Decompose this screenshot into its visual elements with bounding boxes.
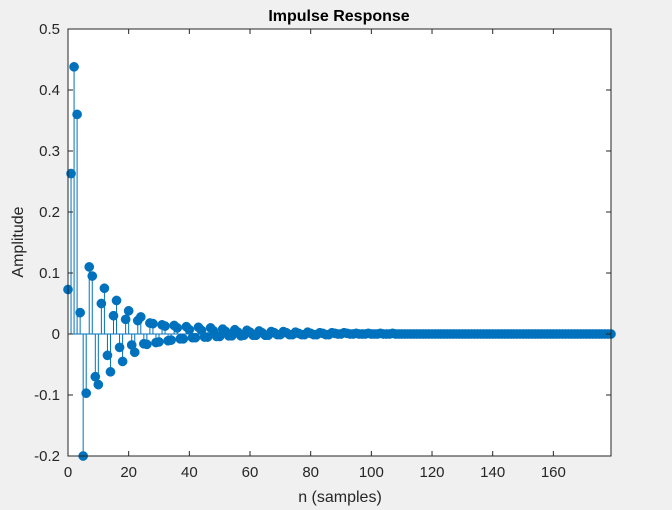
stem-marker (75, 307, 85, 318)
stem-marker (154, 337, 164, 347)
stem-marker (96, 298, 107, 309)
x-tick-label: 120 (420, 464, 445, 481)
stem-marker (123, 305, 134, 316)
stem-marker (117, 356, 128, 367)
axes-box (67, 28, 612, 457)
stem-marker (129, 347, 140, 358)
stem-marker (190, 332, 201, 343)
y-tick-label: 0.2 (39, 204, 60, 221)
stem-marker (160, 321, 170, 331)
x-tick-label: 0 (64, 464, 72, 481)
x-tick-label: 60 (242, 464, 259, 481)
y-tick-label: 0 (52, 326, 60, 343)
y-tick-label: 0.1 (39, 265, 60, 282)
stem-marker (102, 350, 113, 361)
chart-title: Impulse Response (268, 8, 409, 25)
plot-area (68, 29, 611, 456)
stem-marker (178, 334, 189, 344)
x-tick-label: 160 (541, 464, 566, 481)
stem-marker (108, 310, 119, 321)
axes: 0 20 40 60 80 100 120 140 160 -0.2 -0.1 0 0.1 0.2 0.3 0… (34, 21, 611, 481)
x-tick-label: 100 (359, 464, 384, 481)
stem-marker (84, 262, 95, 272)
stem-marker (66, 168, 76, 179)
y-tick-label: 0.5 (39, 21, 60, 38)
stem-marker (120, 314, 131, 325)
stem-marker (135, 312, 146, 322)
y-tick-label: 0.3 (39, 143, 60, 160)
stem-marker (72, 109, 82, 120)
stem-marker (114, 342, 125, 353)
stem-marker (87, 271, 98, 281)
y-tick-label: 0.4 (39, 82, 60, 99)
x-tick-label: 40 (181, 464, 198, 481)
y-tick-label: -0.1 (34, 387, 60, 404)
x-tick-label: 140 (480, 464, 505, 481)
x-tick-label: 80 (302, 464, 319, 481)
stem-marker (81, 388, 92, 399)
x-axis-label: n (samples) (298, 489, 382, 506)
stem-marker (99, 283, 110, 294)
stem-marker (69, 61, 79, 72)
stem-series (63, 61, 616, 461)
stem-marker (148, 318, 158, 329)
y-tick-label: -0.2 (34, 448, 60, 465)
stem-marker (166, 335, 176, 345)
stem-marker (105, 366, 116, 377)
stem-marker (93, 379, 104, 390)
stem-marker (172, 323, 183, 333)
y-axis-label: Amplitude (10, 206, 27, 277)
stem-marker (111, 295, 122, 306)
x-tick-label: 20 (120, 464, 137, 481)
stem-marker (142, 339, 152, 350)
